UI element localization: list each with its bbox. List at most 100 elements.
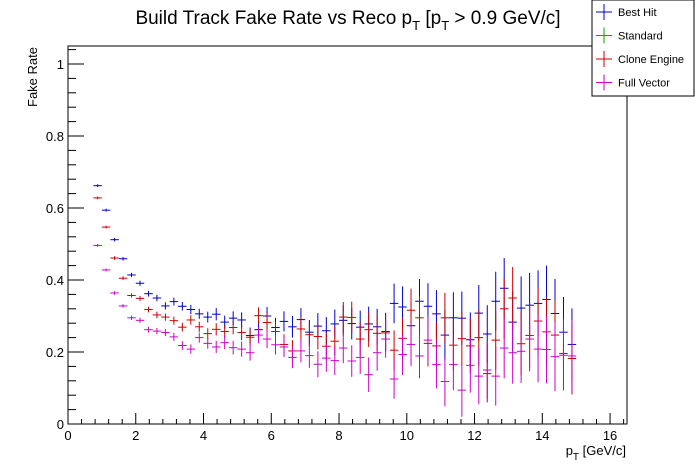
data-point — [339, 301, 348, 333]
data-point — [93, 184, 102, 188]
x-tick-label: 14 — [535, 428, 549, 443]
data-point — [271, 335, 280, 355]
data-point — [423, 317, 433, 364]
data-point — [533, 316, 543, 383]
data-point — [211, 340, 221, 354]
data-point — [101, 225, 111, 229]
data-point — [203, 311, 212, 323]
data-point — [347, 301, 356, 334]
data-point — [101, 208, 111, 212]
data-point — [542, 315, 551, 384]
data-point — [262, 330, 272, 349]
data-point — [228, 340, 238, 355]
legend-box — [591, 0, 695, 97]
data-point — [559, 319, 568, 391]
data-point — [499, 317, 509, 379]
x-axis-label: pT [GeV/c] — [566, 443, 626, 463]
legend-item-clone-engine: Clone Engine — [596, 51, 684, 67]
data-point — [110, 291, 119, 295]
data-point — [330, 346, 340, 376]
data-point — [135, 280, 145, 286]
data-point — [313, 323, 323, 350]
x-tick-label: 12 — [467, 428, 481, 443]
data-point — [457, 363, 467, 417]
data-point — [254, 307, 263, 324]
data-point — [161, 302, 170, 310]
y-axis-label: Fake Rate — [25, 47, 40, 107]
data-point — [525, 306, 534, 372]
data-point — [195, 308, 204, 319]
data-point — [567, 319, 577, 392]
data-point — [432, 340, 441, 389]
legend: Best Hit Standard Clone Engine Full Vector — [591, 0, 695, 97]
data-point — [313, 351, 323, 378]
x-tick-label: 2 — [132, 428, 139, 443]
data-point — [339, 332, 348, 364]
data-point — [415, 333, 424, 379]
data-point — [296, 339, 306, 363]
data-point — [449, 339, 458, 391]
data-point — [135, 317, 145, 323]
data-point — [262, 313, 272, 332]
data-point — [288, 346, 297, 369]
data-point — [127, 315, 136, 320]
data-point — [127, 272, 136, 278]
data-point — [161, 328, 170, 337]
data-point — [144, 290, 153, 297]
data-point — [220, 336, 229, 350]
y-tick-label: 0.6 — [46, 201, 64, 216]
data-point — [466, 337, 475, 393]
legend-item-best-hit: Best Hit — [596, 4, 657, 20]
data-points — [93, 184, 577, 417]
y-tick-label: 0.8 — [46, 129, 64, 144]
x-tick-label: 16 — [603, 428, 617, 443]
data-point — [93, 196, 102, 200]
legend-label: Best Hit — [618, 7, 657, 19]
data-point — [237, 341, 246, 357]
data-point — [398, 334, 407, 376]
data-point — [195, 332, 204, 343]
data-point — [203, 328, 212, 340]
data-point — [389, 359, 399, 399]
data-point — [178, 301, 187, 311]
data-point — [144, 306, 153, 313]
plot-frame — [67, 45, 628, 425]
x-tick-label: 8 — [335, 428, 342, 443]
data-point — [440, 356, 450, 407]
y-tick-label: 0.2 — [46, 345, 64, 360]
data-point — [305, 343, 314, 368]
data-point — [288, 316, 297, 338]
data-point — [355, 340, 365, 374]
data-point — [135, 295, 145, 301]
legend-label: Standard — [618, 31, 663, 43]
y-tick-label: 1 — [57, 57, 64, 72]
data-point — [186, 304, 196, 315]
data-point — [550, 322, 560, 392]
data-point — [279, 311, 289, 332]
data-point — [305, 322, 314, 347]
data-point — [152, 294, 162, 302]
data-point — [483, 341, 492, 399]
data-point — [474, 348, 484, 405]
legend-item-full-vector: Full Vector — [596, 74, 670, 91]
data-point — [110, 256, 119, 260]
data-point — [161, 313, 170, 321]
data-point — [169, 332, 179, 341]
data-point — [237, 325, 246, 341]
data-point — [516, 319, 526, 383]
data-point — [186, 315, 196, 325]
data-point — [152, 327, 162, 335]
data-point — [415, 295, 424, 341]
data-point — [406, 322, 416, 367]
data-point — [118, 276, 128, 280]
data-point — [322, 344, 331, 372]
data-point — [364, 357, 373, 392]
data-point — [169, 297, 179, 306]
data-point — [211, 323, 221, 336]
data-point — [178, 322, 187, 332]
axis-ticks: 0 2 4 6 8 10 12 14 16 0 0.2 0.4 0.6 0.8 1 — [46, 49, 625, 443]
data-point — [127, 293, 136, 298]
data-point — [93, 244, 102, 247]
data-point — [381, 320, 390, 358]
